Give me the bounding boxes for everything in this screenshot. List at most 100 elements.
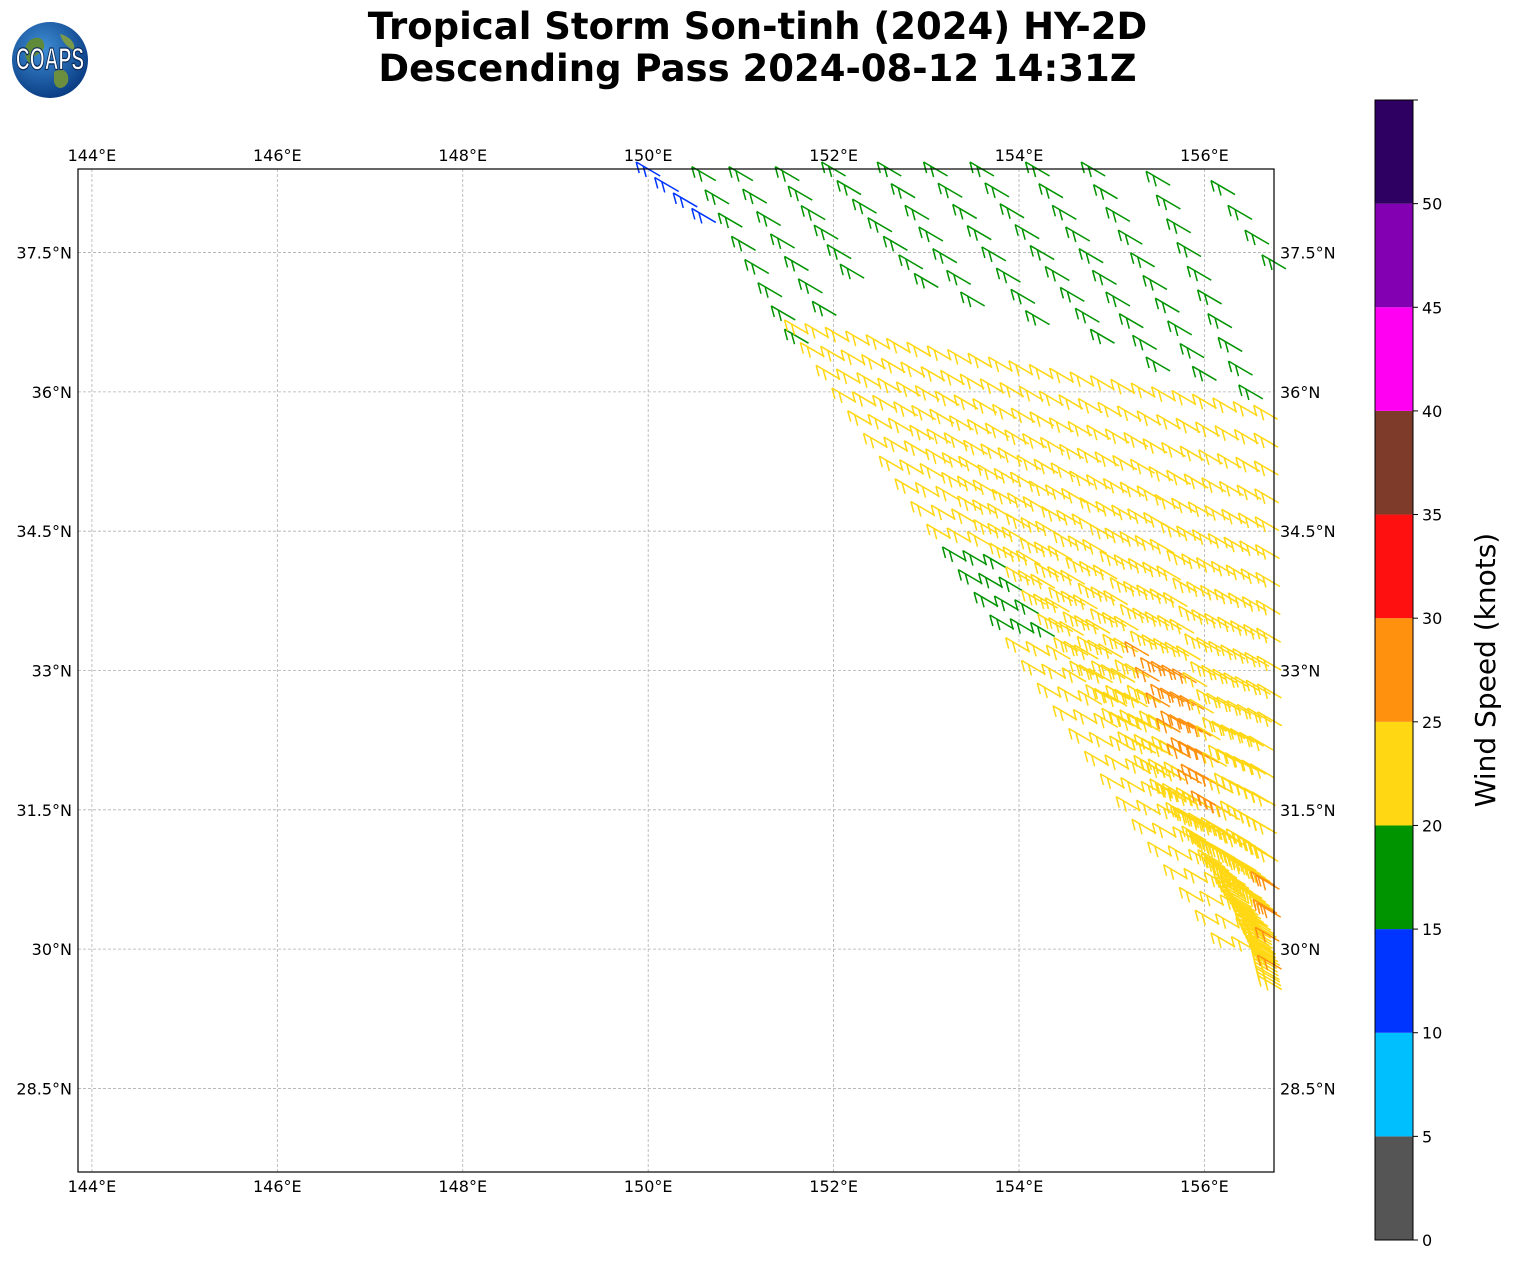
wind-barb [1194,909,1220,926]
wind-barb [1244,229,1270,246]
wind-barb [835,368,861,385]
wind-barb [989,542,1015,559]
wind-barb [1177,717,1203,734]
colorbar-bin [1375,929,1413,1033]
colorbar-ticks: 0 5 10 15 20 25 30 35 40 45 50 [1413,99,1442,1250]
colorbar-tick-label: 50 [1422,195,1442,214]
wind-barb [799,341,825,358]
wind-barb [962,439,989,456]
wind-barb [862,432,888,449]
wind-barb [1008,360,1034,376]
colorbar-bin [1375,618,1413,722]
wind-barb [1086,424,1112,441]
wind-barb [1155,413,1182,430]
globe-logo-icon: COAPS [10,20,90,100]
wind-barb [946,527,972,544]
logo-text: COAPS [16,43,84,77]
wind-barb [991,403,1017,420]
colorbar-tick-label: 25 [1422,713,1442,732]
wind-barb [898,254,924,271]
wind-barb [1175,417,1201,434]
wind-barb [1014,599,1040,615]
wind-barb [1048,367,1075,384]
wind-barb [973,518,999,535]
wind-barb [1154,493,1180,510]
wind-barb [878,455,904,472]
wind-barb [906,341,932,358]
title-line-2: Descending Pass 2024-08-12 14:31Z [378,47,1137,90]
wind-barb [1099,550,1125,567]
lon-tick-label-bottom: 150°E [624,1177,673,1196]
wind-barb [1104,428,1130,445]
wind-barb [1250,791,1276,807]
lat-tick-label-right: 30°N [1280,940,1320,959]
wind-barb [1116,405,1142,422]
wind-barb [1255,599,1281,616]
wind-barb [1053,531,1079,548]
wind-barb [987,522,1013,539]
wind-barb [962,549,988,566]
wind-barb [1040,505,1066,522]
lat-tick-label-left: 36°N [32,383,72,402]
wind-barb [1160,785,1186,802]
wind-barb [1254,488,1280,505]
wind-barb [1178,886,1204,903]
wind-barb [1081,538,1108,555]
wind-barb [1136,584,1162,601]
wind-barb [979,378,1005,395]
wind-barb [1058,394,1084,411]
wind-barb [1195,556,1221,573]
wind-barb [867,413,893,430]
wind-barb [1135,799,1162,816]
wind-barb [1036,682,1062,699]
wind-barb [1249,763,1275,779]
wind-barb [959,291,986,308]
wind-barb [1068,727,1094,744]
wind-barb [1085,618,1111,635]
colorbar-tick-label: 45 [1422,298,1442,317]
wind-barb [1167,320,1193,337]
lon-tick-label-bottom: 156°E [1180,1177,1229,1196]
wind-barb [867,217,893,233]
wind-barb [1254,950,1281,967]
wind-barb [1162,591,1188,608]
wind-barb [995,267,1021,284]
lon-tick-label-bottom: 152°E [809,1177,858,1196]
wind-barb [966,225,992,241]
wind-barb [1207,744,1233,761]
wind-barb [1119,481,1145,498]
wind-barb [937,182,963,199]
wind-barb [1093,712,1119,729]
wind-barb [1127,557,1153,574]
wind-barb [1134,534,1160,551]
wind-barb [972,397,998,414]
wind-barb [1167,845,1193,861]
wind-barb [1038,183,1064,199]
wind-barb [1168,713,1195,730]
wind-barb [1186,581,1212,597]
wind-barb [903,440,929,457]
wind-barb [1059,620,1085,637]
colorbar-label: Wind Speed (knots) [1469,533,1502,807]
wind-barb [1202,751,1228,768]
wind-barb [851,391,877,407]
wind-barb [1241,595,1267,612]
wind-barb [1210,932,1236,949]
wind-barb [1038,390,1064,407]
wind-barb [993,595,1019,612]
wind-barb [1124,641,1150,657]
wind-barb [1227,592,1253,609]
wind-barb [1030,573,1056,590]
lat-ticks-right: 37.5°N 36°N 34.5°N 33°N 31.5°N 30°N 28.5°N [1280,244,1336,1099]
lat-tick-label-right: 33°N [1280,662,1320,681]
wind-barb [1191,393,1217,410]
wind-barb [1109,577,1135,593]
wind-barb [1256,954,1282,971]
wind-barb [1124,662,1150,679]
wind-barb [1018,385,1044,402]
wind-barb [1189,698,1215,715]
wind-barb [1166,743,1192,760]
wind-barb [926,345,952,362]
lon-tick-label-top: 154°E [995,146,1044,165]
wind-barb [982,553,1008,570]
